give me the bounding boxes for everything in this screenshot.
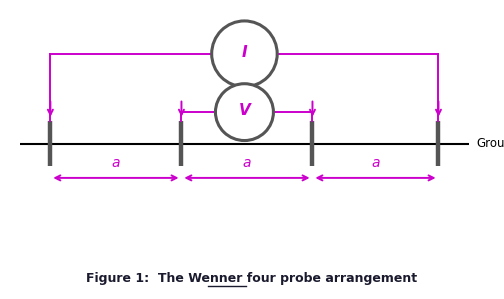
Text: a: a [371, 156, 380, 170]
Text: V: V [238, 103, 250, 118]
Ellipse shape [216, 84, 273, 141]
Text: Ground: Ground [476, 137, 504, 150]
Text: I: I [241, 45, 247, 60]
Ellipse shape [212, 21, 277, 87]
Text: a: a [243, 156, 251, 170]
Text: Figure 1:  The Wenner four probe arrangement: Figure 1: The Wenner four probe arrangem… [87, 271, 417, 285]
Text: a: a [112, 156, 120, 170]
